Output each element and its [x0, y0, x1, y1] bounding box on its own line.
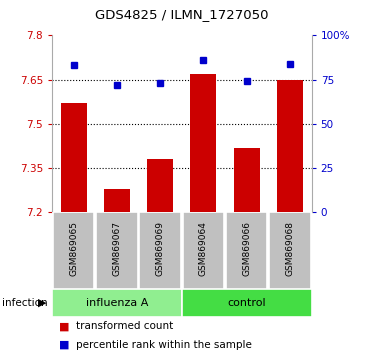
- Text: GDS4825 / ILMN_1727050: GDS4825 / ILMN_1727050: [95, 8, 269, 21]
- Bar: [182, 289, 312, 317]
- Bar: [234, 148, 260, 212]
- Bar: [183, 212, 224, 289]
- Text: ▶: ▶: [39, 298, 47, 308]
- Bar: [52, 289, 182, 317]
- Bar: [60, 103, 86, 212]
- Bar: [147, 159, 173, 212]
- Text: GSM869064: GSM869064: [199, 222, 208, 276]
- Text: control: control: [227, 298, 266, 308]
- Text: GSM869068: GSM869068: [286, 222, 295, 276]
- Text: percentile rank within the sample: percentile rank within the sample: [76, 340, 252, 350]
- Bar: [277, 80, 303, 212]
- Bar: [53, 212, 94, 289]
- Text: infection: infection: [2, 298, 47, 308]
- Text: GSM869066: GSM869066: [242, 222, 251, 276]
- Bar: [226, 212, 267, 289]
- Text: GSM869065: GSM869065: [69, 222, 78, 276]
- Bar: [96, 212, 138, 289]
- Bar: [190, 74, 216, 212]
- Bar: [269, 212, 311, 289]
- Text: ■: ■: [59, 340, 70, 350]
- Text: GSM869067: GSM869067: [112, 222, 121, 276]
- Text: influenza A: influenza A: [86, 298, 148, 308]
- Text: GSM869069: GSM869069: [156, 222, 165, 276]
- Text: transformed count: transformed count: [76, 321, 173, 331]
- Text: ■: ■: [59, 321, 70, 331]
- Bar: [104, 189, 130, 212]
- Bar: [139, 212, 181, 289]
